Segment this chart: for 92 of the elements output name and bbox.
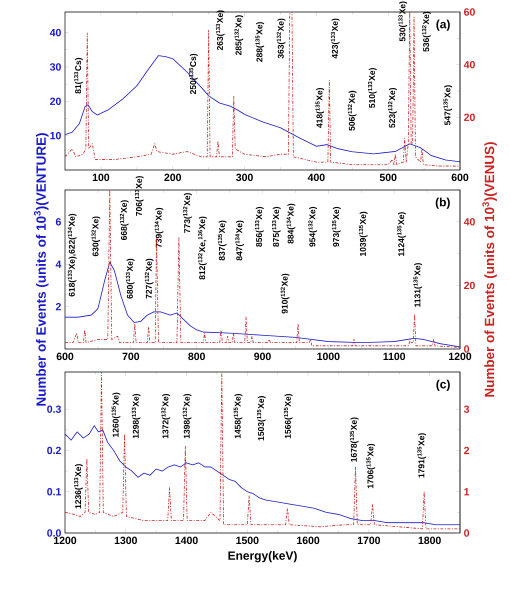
y2-tick-label: 3 [464, 405, 470, 413]
y2-tick-label: 60 [464, 8, 475, 16]
annotation: 363($^{132}$Xe) [276, 18, 286, 58]
x-tick-label: 1600 [297, 536, 320, 544]
y2-tick-label: 0 [464, 529, 470, 537]
annotation: 510($^{133}$Xe) [368, 68, 377, 108]
annotation: 727($^{132}$Xe) [144, 258, 154, 298]
y-tick-label: 0.1 [47, 488, 62, 496]
y2-tick-label: 20 [464, 114, 475, 122]
annotation: 1791($^{135}$Xe) [417, 433, 426, 478]
annotation: 954($^{132}$Xe) [308, 206, 318, 247]
annotation: 263($^{133}$Xe) [216, 10, 225, 50]
annotation: 618($^{133}$Xe),622($^{134}$Xe) [68, 214, 76, 296]
y2-tick-label: 40 [464, 60, 475, 68]
annotation: 1706($^{135}$Xe) [366, 444, 376, 488]
annotation: 506($^{132}$Xe) [348, 90, 357, 131]
annotation: 1566($^{135}$Xe) [284, 394, 293, 438]
annotation: 837($^{135}$Xe) [218, 220, 227, 260]
y2-axis-title: Number of Events (units of 10$^{3}$)(VENUS) [482, 142, 497, 397]
annotation: 1678($^{135}$Xe) [350, 417, 358, 462]
annotation: 285($^{132}$Xe) [234, 15, 244, 56]
y-axis-title: Number of Events (units of 10$^{3}$)(VENTURE) [34, 133, 49, 406]
annotation: 630($^{132}$Xe) [91, 216, 100, 256]
y-tick-label: 20 [50, 98, 61, 106]
annotation: 1458($^{135}$Xe) [234, 394, 242, 438]
annotation: 680($^{133}$Xe) [126, 258, 135, 299]
x-tick-label: 600 [56, 352, 74, 360]
x-tick-label: 1300 [114, 536, 137, 544]
x-tick-label: 1200 [449, 352, 472, 360]
y2-tick-label: 0 [464, 345, 470, 353]
x-tick-label: 1200 [54, 536, 76, 544]
text: (c) [436, 380, 450, 391]
y-tick-label: 0.0 [47, 529, 61, 537]
annotation: 81($^{133}$Cs) [74, 58, 83, 94]
x-tick-label: 1700 [358, 536, 380, 544]
y2-tick-label: 20 [464, 282, 475, 290]
annotation: 973($^{135}$Xe) [332, 206, 341, 247]
y2-tick-label: 2 [464, 446, 470, 454]
annotation: 1039($^{135}$Xe) [358, 212, 368, 256]
annotation: 706($^{133}$Xe) [134, 176, 144, 216]
x-tick-label: 1100 [383, 352, 406, 360]
x-tick-label: 1400 [176, 536, 198, 544]
annotation: 1298($^{133}$Xe) [132, 394, 140, 438]
y-tick-label: 40 [50, 28, 61, 36]
text: (b) [436, 198, 450, 209]
y-tick-label: 30 [50, 63, 61, 71]
annotation: 1398($^{132}$Xe) [182, 394, 192, 438]
annotation: 423($^{133}$Xe) [330, 18, 340, 59]
x-tick-label: 300 [236, 174, 253, 182]
x-tick-label: 1800 [418, 536, 441, 544]
annotation: 1124($^{135}$Xe) [397, 212, 406, 256]
annotation: 1131($^{135}$Xe) [413, 263, 422, 307]
y-tick-label: 10 [50, 132, 61, 140]
y-tick-label: 2 [56, 302, 61, 310]
x-tick-label: 100 [92, 174, 110, 182]
annotation: 1236($^{133}$Xe) [74, 464, 83, 508]
x-tick-label: 800 [188, 352, 205, 360]
annotation: 250($^{135}$Cs) [189, 54, 198, 94]
annotation: 910($^{132}$Xe) [280, 274, 290, 314]
y-tick-label: 6 [56, 218, 61, 226]
y-tick-label: 0.3 [47, 405, 61, 413]
y2-tick-label: 40 [464, 218, 475, 226]
y2-tick-label: 1 [464, 488, 470, 496]
annotation: 523($^{132}$Xe) [388, 88, 397, 128]
annotation: 1503($^{135}$Xe) [256, 396, 266, 440]
annotation: 1260($^{135}$Xe) [112, 392, 120, 437]
annotation: 856($^{133}$Xe) [254, 206, 264, 247]
x-axis-title: Energy(keV) [228, 551, 297, 562]
x-tick-label: 200 [164, 174, 182, 182]
annotation: 875($^{133}$Xe) [272, 206, 281, 247]
annotation: 418($^{135}$Xe) [315, 88, 324, 128]
x-tick-label: 500 [380, 174, 396, 182]
annotation: 812($^{132}$Xe,$^{136}$Xe) [198, 216, 207, 280]
text: (a) [436, 20, 450, 31]
x-tick-label: 900 [254, 352, 271, 360]
x-tick-label: 1500 [236, 536, 259, 544]
annotation: 536($^{132}$Xe) [422, 12, 431, 52]
annotation: 288($^{135}$Xe) [255, 22, 264, 62]
annotation: 847($^{134}$Xe) [235, 220, 244, 260]
y-tick-label: 0.2 [47, 446, 61, 454]
x-tick-label: 1000 [317, 352, 340, 360]
x-tick-label: 700 [122, 352, 140, 360]
x-tick-label: 600 [452, 174, 468, 182]
annotation: 530($^{133}$Xe) [398, 2, 408, 42]
y-tick-label: 4 [56, 260, 62, 268]
annotation: 739($^{134}$Xe) [154, 208, 164, 248]
annotation: 884($^{134}$Xe) [286, 204, 296, 244]
annotation: 547($^{135}$Xe) [443, 85, 452, 126]
annotation: 773($^{132}$Xe) [183, 193, 192, 233]
x-tick-label: 400 [308, 174, 325, 182]
annotation: 668($^{132}$Xe) [120, 200, 129, 240]
annotation: 1372($^{132}$Xe) [161, 394, 170, 438]
